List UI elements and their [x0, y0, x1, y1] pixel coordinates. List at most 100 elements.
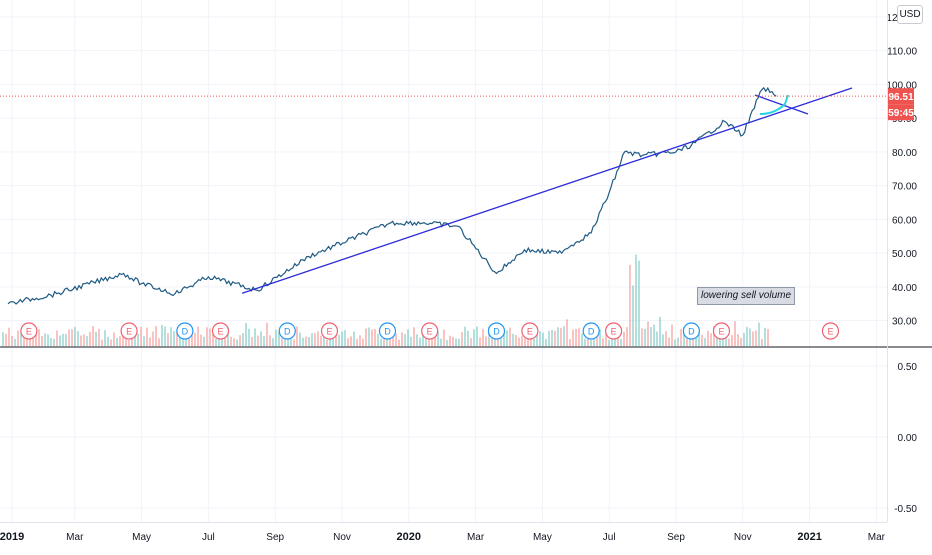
volume-bar	[419, 337, 421, 346]
volume-bar	[2, 332, 4, 346]
earnings-marker[interactable]	[821, 322, 840, 340]
earnings-marker[interactable]	[712, 322, 731, 340]
volume-bar	[131, 334, 133, 346]
volume-bar	[482, 328, 484, 346]
dividend-marker[interactable]	[682, 322, 700, 340]
volume-bar	[443, 329, 445, 346]
volume-bar	[467, 330, 469, 346]
earnings-marker[interactable]	[521, 322, 539, 340]
dividend-marker[interactable]	[378, 322, 397, 340]
event-marker-label: D	[688, 327, 695, 337]
volume-bar	[263, 336, 265, 346]
volume-bar	[581, 333, 583, 346]
volume-bar	[518, 337, 520, 346]
volume-bar	[107, 336, 109, 346]
volume-bar	[248, 328, 250, 346]
volume-bar	[38, 329, 40, 346]
earnings-marker[interactable]	[604, 322, 623, 340]
volume-bar	[527, 339, 529, 346]
event-marker-label: D	[182, 327, 189, 337]
volume-bar	[539, 331, 541, 346]
volume-bar	[551, 330, 553, 346]
volume-bar	[416, 334, 418, 346]
volume-bar	[368, 327, 370, 346]
volume-bar	[227, 327, 229, 346]
x-tick-label: 2020	[397, 531, 421, 543]
volume-bar	[122, 335, 124, 346]
dividend-marker[interactable]	[176, 322, 194, 340]
volume-bar	[620, 339, 622, 346]
annotation-lowering-sell-volume[interactable]: lowering sell volume	[697, 287, 796, 305]
earnings-marker[interactable]	[120, 322, 138, 340]
x-tick-label: Nov	[333, 532, 351, 543]
volume-bar	[161, 324, 163, 346]
volume-bar	[44, 333, 46, 346]
volume-bar	[656, 331, 658, 346]
volume-bar	[164, 326, 166, 346]
x-tick-label: Mar	[66, 532, 84, 543]
volume-bar	[587, 338, 589, 346]
event-marker-label: D	[588, 327, 595, 337]
trendline[interactable]	[241, 87, 853, 294]
volume-bar	[353, 331, 355, 346]
volume-bar	[386, 337, 388, 346]
projection-curve[interactable]	[759, 94, 789, 115]
y-tick-label: 100.00	[886, 80, 917, 91]
osc-tick-label: -0.50	[894, 504, 917, 515]
event-marker-label: E	[827, 327, 833, 337]
volume-bar	[557, 327, 559, 346]
volume-bar	[449, 335, 451, 346]
volume-bar	[104, 330, 106, 346]
dividend-marker[interactable]	[582, 322, 600, 340]
x-tick-label: 2019	[0, 531, 24, 543]
volume-bar	[293, 339, 295, 346]
earnings-marker[interactable]	[20, 322, 38, 340]
currency-button[interactable]: USD	[897, 5, 923, 24]
volume-bar	[287, 333, 289, 346]
volume-bar	[290, 335, 292, 346]
volume-bar	[704, 338, 706, 346]
volume-bar	[140, 326, 142, 346]
volume-bar	[236, 339, 238, 346]
volume-bar	[740, 337, 742, 346]
volume-bar	[563, 326, 565, 346]
volume-bar	[110, 339, 112, 346]
price-label: 96.51	[888, 92, 913, 103]
volume-bar	[698, 332, 700, 346]
volume-bar	[590, 339, 592, 346]
event-marker-label: E	[427, 327, 433, 337]
volume-bar	[455, 338, 457, 346]
volume-bar	[584, 338, 586, 346]
volume-bar	[425, 338, 427, 346]
volume-bar	[206, 327, 208, 346]
volume-bar	[233, 338, 235, 346]
volume-bar	[500, 332, 502, 346]
x-tick-label: Mar	[868, 532, 886, 543]
volume-bar	[755, 330, 757, 346]
volume-bar	[56, 330, 58, 346]
volume-bar	[458, 338, 460, 346]
volume-bar	[374, 329, 376, 346]
x-tick-label: May	[533, 532, 552, 543]
volume-bar	[371, 329, 373, 346]
volume-bar	[89, 331, 91, 346]
volume-bar	[389, 333, 391, 346]
wedge-line[interactable]	[754, 94, 809, 115]
volume-bar	[473, 329, 475, 346]
price-line[interactable]	[7, 86, 777, 305]
volume-bar	[542, 332, 544, 346]
volume-bar	[209, 328, 211, 346]
volume-bar	[230, 336, 232, 346]
earnings-marker[interactable]	[421, 322, 439, 340]
earnings-marker[interactable]	[320, 322, 339, 340]
volume-bar	[167, 333, 169, 346]
volume-bar	[128, 339, 130, 346]
volume-bar	[320, 335, 322, 346]
volume-bar	[548, 330, 550, 346]
earnings-marker[interactable]	[211, 322, 230, 340]
dividend-marker[interactable]	[278, 322, 296, 340]
volume-bar	[566, 319, 568, 346]
dividend-marker[interactable]	[487, 322, 506, 340]
